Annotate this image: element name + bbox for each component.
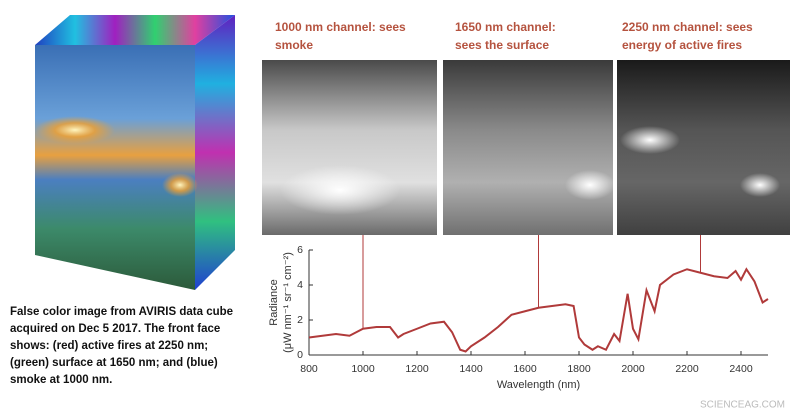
caption-line: smoke at 1000 nm. bbox=[10, 374, 112, 386]
panel-label: 2250 nm channel: sees bbox=[622, 20, 753, 34]
x-tick-label: 2400 bbox=[729, 363, 753, 375]
panel-label: sees the surface bbox=[455, 38, 549, 52]
panel-label: energy of active fires bbox=[622, 38, 742, 52]
y-axis-label: Radiance bbox=[268, 279, 280, 325]
x-tick-label: 1400 bbox=[459, 363, 483, 375]
caption-line: shows: (red) active fires at 2250 nm; bbox=[10, 340, 208, 352]
y-tick-label: 2 bbox=[297, 314, 303, 326]
caption-line: False color image from AVIRIS data cube bbox=[10, 306, 233, 318]
watermark: SCIENCEAG.COM bbox=[700, 400, 785, 411]
panel-labels: 1000 nm channel: sees smoke 1650 nm channe… bbox=[275, 20, 753, 52]
x-tick-label: 2000 bbox=[621, 363, 645, 375]
caption-line: acquired on Dec 5 2017. The front face bbox=[10, 323, 220, 335]
x-tick-label: 1200 bbox=[405, 363, 429, 375]
y-tick-label: 6 bbox=[297, 244, 303, 256]
panel-label: 1000 nm channel: sees bbox=[275, 20, 406, 34]
x-tick-label: 2200 bbox=[675, 363, 699, 375]
chart: 0 2 4 6 800 1000 1200 1400 1600 1800 2000 2200 2400 W… bbox=[268, 235, 769, 391]
y-tick-label: 0 bbox=[297, 349, 303, 361]
data-cube bbox=[35, 15, 235, 290]
x-tick-label: 1800 bbox=[567, 363, 591, 375]
panel-label: smoke bbox=[275, 38, 313, 52]
y-tick-label: 4 bbox=[297, 279, 303, 291]
x-tick-label: 1600 bbox=[513, 363, 537, 375]
panel-label: 1650 nm channel: bbox=[455, 20, 556, 34]
series-line bbox=[308, 267, 769, 353]
caption-line: (green) surface at 1650 nm; and (blue) bbox=[10, 357, 218, 369]
y-axis-label: (μW nm⁻¹ sr⁻¹ cm⁻²) bbox=[282, 252, 294, 353]
channel-images bbox=[262, 60, 790, 235]
x-tick-label: 800 bbox=[300, 363, 318, 375]
cube-caption: False color image from AVIRIS data cube a… bbox=[10, 306, 233, 386]
x-axis-label: Wavelength (nm) bbox=[497, 379, 580, 391]
x-tick-label: 1000 bbox=[351, 363, 375, 375]
